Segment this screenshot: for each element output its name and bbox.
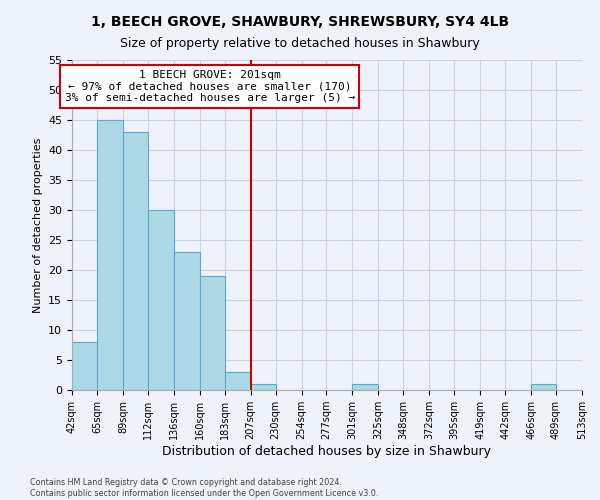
Bar — [200, 276, 224, 390]
Text: 1 BEECH GROVE: 201sqm
← 97% of detached houses are smaller (170)
3% of semi-deta: 1 BEECH GROVE: 201sqm ← 97% of detached … — [65, 70, 355, 103]
Bar — [174, 252, 200, 390]
Text: Size of property relative to detached houses in Shawbury: Size of property relative to detached ho… — [120, 38, 480, 51]
X-axis label: Distribution of detached houses by size in Shawbury: Distribution of detached houses by size … — [163, 445, 491, 458]
Bar — [72, 342, 97, 390]
Bar — [224, 372, 251, 390]
Bar — [97, 120, 123, 390]
Y-axis label: Number of detached properties: Number of detached properties — [32, 138, 43, 312]
Bar — [531, 384, 556, 390]
Bar — [123, 132, 148, 390]
Bar — [352, 384, 379, 390]
Bar — [148, 210, 174, 390]
Text: Contains HM Land Registry data © Crown copyright and database right 2024.
Contai: Contains HM Land Registry data © Crown c… — [30, 478, 379, 498]
Text: 1, BEECH GROVE, SHAWBURY, SHREWSBURY, SY4 4LB: 1, BEECH GROVE, SHAWBURY, SHREWSBURY, SY… — [91, 15, 509, 29]
Bar — [251, 384, 275, 390]
